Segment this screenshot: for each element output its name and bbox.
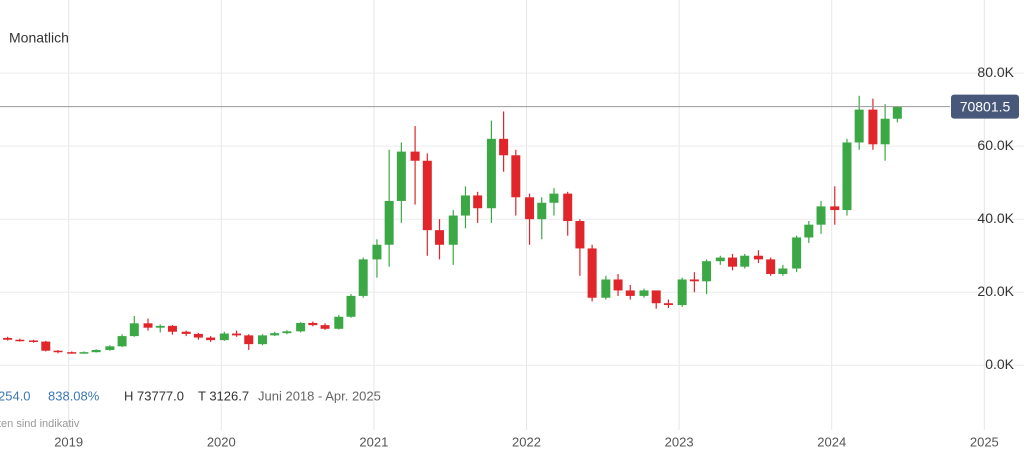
candle-body xyxy=(740,255,750,267)
candle-body xyxy=(29,340,39,342)
chart-title: Monatlich xyxy=(9,30,69,46)
candle-body xyxy=(868,109,878,145)
candle-body xyxy=(563,193,573,222)
x-tick-label: 2024 xyxy=(817,434,846,449)
candle-body xyxy=(15,339,25,342)
candle-body xyxy=(702,261,712,282)
candle-body xyxy=(358,259,368,296)
candle-body xyxy=(244,335,254,345)
candle-body xyxy=(587,248,597,298)
candle-body xyxy=(525,197,535,220)
candle-body xyxy=(880,118,890,145)
candle-body xyxy=(167,325,177,332)
candle-body xyxy=(372,244,382,260)
candle-body xyxy=(422,160,432,231)
x-tick-label: 2021 xyxy=(359,434,388,449)
candle-body xyxy=(689,279,699,282)
candle-body xyxy=(270,333,280,336)
candle-body xyxy=(854,109,864,143)
candle-body xyxy=(257,335,267,345)
candle-body xyxy=(460,195,470,216)
candle-body xyxy=(3,337,13,340)
candle-body xyxy=(677,279,687,306)
candle-body xyxy=(117,336,127,347)
candle-body xyxy=(830,206,840,211)
y-tick-label: 0.0K xyxy=(985,356,1014,372)
last-price-badge xyxy=(951,94,1019,119)
grid xyxy=(0,0,1024,430)
candle-body xyxy=(766,259,776,274)
x-tick-label: 2019 xyxy=(54,434,83,449)
candle-body xyxy=(219,333,229,341)
candle-body xyxy=(499,138,509,156)
candle-body xyxy=(892,106,902,119)
stat-low: T 3126.7 xyxy=(198,388,249,403)
candle-body xyxy=(232,333,242,336)
x-tick-label: 2023 xyxy=(665,434,694,449)
x-tick-label: 2025 xyxy=(970,434,999,449)
candle-body xyxy=(396,151,406,201)
candle-body xyxy=(206,337,216,341)
stat-high: H 73777.0 xyxy=(124,388,184,403)
y-tick-label: 40.0K xyxy=(977,210,1014,226)
candle-body xyxy=(193,333,203,338)
candle-body xyxy=(79,352,89,354)
candle-body xyxy=(320,325,330,329)
candle-body xyxy=(663,303,673,306)
stat-range: Juni 2018 - Apr. 2025 xyxy=(258,388,381,403)
candle-body xyxy=(473,195,483,209)
candle-body xyxy=(651,290,661,304)
candle-body xyxy=(613,279,623,291)
candle-body xyxy=(486,138,496,209)
candle-body xyxy=(129,323,139,337)
candle-body xyxy=(601,279,611,298)
candle-body xyxy=(792,237,802,269)
candle-body xyxy=(41,341,51,351)
candle-body xyxy=(282,331,292,334)
x-tick-label: 2022 xyxy=(512,434,541,449)
note: ten sind indikativ xyxy=(0,418,80,430)
candle-body xyxy=(804,224,814,238)
candle-body xyxy=(67,352,77,354)
candle-body xyxy=(435,230,445,245)
stat-percent: 838.08% xyxy=(48,388,100,403)
last-price-label: 70801.5 xyxy=(960,98,1011,114)
y-tick-label: 20.0K xyxy=(977,283,1014,299)
candle-body xyxy=(296,322,306,332)
candle-body xyxy=(105,346,115,350)
candle-body xyxy=(334,316,344,329)
y-tick-label: 60.0K xyxy=(977,137,1014,153)
candle-body xyxy=(753,255,763,260)
candle-body xyxy=(728,257,738,267)
candle-body xyxy=(181,331,191,334)
candle-body xyxy=(384,200,394,245)
candle-body xyxy=(537,202,547,220)
candle-body xyxy=(842,142,852,211)
candle-body xyxy=(549,193,559,203)
candle-body xyxy=(639,290,649,296)
candle-body xyxy=(91,349,101,353)
candle-body xyxy=(448,215,458,245)
candle-body xyxy=(778,268,788,274)
candle-body xyxy=(816,206,826,225)
candle-body xyxy=(715,257,725,262)
candle-body xyxy=(625,290,635,296)
candle-body xyxy=(575,221,585,249)
stat-change: 254.0 xyxy=(0,388,31,403)
y-tick-label: 80.0K xyxy=(977,64,1014,80)
x-tick-label: 2020 xyxy=(207,434,236,449)
candle-body xyxy=(308,322,318,326)
candle-body xyxy=(410,151,420,161)
candle-body xyxy=(346,295,356,317)
candle-body xyxy=(155,325,165,328)
candle-body xyxy=(143,323,153,328)
candle-body xyxy=(511,155,521,198)
candle-body xyxy=(53,350,63,353)
